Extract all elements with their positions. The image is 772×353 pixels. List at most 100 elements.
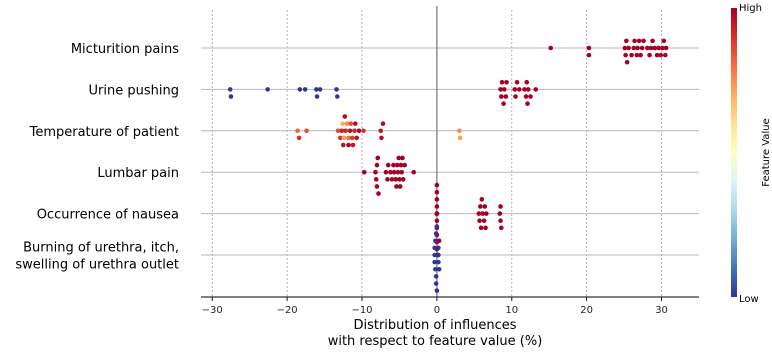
- data-point: [623, 52, 628, 58]
- data-point: [586, 52, 592, 58]
- data-point: [663, 45, 669, 51]
- colorbar: High Low Feature Value: [731, 3, 772, 305]
- data-point: [477, 218, 482, 224]
- data-point: [400, 155, 405, 161]
- data-point: [624, 38, 629, 44]
- data-point: [342, 114, 348, 119]
- data-point: [635, 45, 640, 51]
- x-axis-title-line1: Distribution of influences: [353, 318, 516, 333]
- data-point: [523, 94, 529, 99]
- data-point: [498, 225, 504, 231]
- data-point: [436, 238, 442, 244]
- data-point: [434, 204, 440, 209]
- data-point: [634, 52, 640, 58]
- colorbar-gradient: [731, 8, 737, 297]
- data-point: [514, 79, 520, 85]
- data-point: [265, 87, 270, 92]
- data-point: [512, 87, 518, 92]
- data-point: [658, 52, 664, 58]
- data-point: [397, 177, 402, 182]
- data-point: [383, 169, 389, 175]
- data-point: [516, 87, 522, 92]
- data-point: [497, 211, 503, 216]
- data-point: [498, 94, 504, 99]
- colorbar-title: Feature Value: [761, 118, 772, 186]
- data-point: [624, 59, 630, 65]
- data-point: [484, 211, 489, 216]
- data-point: [394, 184, 399, 189]
- x-axis: −30 −20 −10 0 10 20 30: [201, 296, 699, 316]
- data-point: [478, 225, 484, 231]
- data-point: [340, 121, 345, 126]
- data-point: [650, 38, 655, 44]
- data-point: [361, 128, 366, 134]
- data-point: [314, 94, 320, 99]
- data-point: [434, 211, 440, 216]
- data-point: [434, 288, 440, 293]
- data-point: [548, 45, 554, 51]
- data-point: [295, 128, 300, 134]
- data-point: [227, 87, 233, 92]
- data-point: [352, 121, 358, 126]
- x-tick-label: −10: [351, 305, 372, 316]
- data-point: [380, 121, 386, 126]
- data-point: [638, 52, 643, 58]
- data-point: [499, 79, 505, 85]
- data-point: [436, 266, 442, 272]
- colorbar-high-label: High: [739, 3, 762, 14]
- data-point: [632, 38, 637, 44]
- data-point: [434, 224, 440, 229]
- data-point: [337, 135, 343, 141]
- data-point: [639, 45, 645, 51]
- data-point: [513, 94, 518, 99]
- data-point: [343, 128, 348, 134]
- data-point: [481, 218, 487, 224]
- data-point: [660, 45, 665, 51]
- data-point: [433, 281, 439, 286]
- feature-row-lines: [201, 47, 699, 256]
- data-point: [522, 87, 527, 92]
- data-point: [525, 87, 531, 92]
- data-point: [347, 128, 353, 134]
- data-point: [622, 45, 628, 51]
- data-point: [389, 177, 395, 182]
- data-point: [346, 135, 351, 141]
- data-point: [478, 204, 483, 209]
- data-point: [349, 135, 355, 141]
- data-point: [385, 162, 391, 168]
- data-point: [482, 204, 488, 209]
- data-point: [334, 94, 340, 99]
- data-point: [361, 169, 367, 175]
- data-point: [663, 52, 668, 58]
- data-point: [348, 121, 354, 126]
- data-point: [393, 177, 399, 182]
- data-point: [304, 128, 309, 134]
- data-point: [661, 38, 667, 44]
- data-point: [385, 177, 390, 182]
- data-point: [340, 142, 346, 148]
- data-point: [498, 204, 503, 209]
- data-point: [436, 259, 441, 265]
- data-point: [434, 182, 440, 188]
- data-point: [354, 135, 360, 141]
- data-point: [344, 121, 350, 126]
- data-point: [379, 135, 384, 141]
- data-point: [391, 162, 396, 168]
- feature-label: Lumbar pain: [97, 166, 179, 181]
- data-point: [645, 45, 650, 51]
- data-point: [434, 197, 440, 202]
- x-tick-label: 10: [505, 305, 518, 316]
- data-point: [334, 87, 339, 92]
- data-point: [339, 128, 345, 134]
- data-point: [374, 184, 380, 189]
- data-point: [641, 38, 646, 44]
- feature-label: Urine pushing: [89, 83, 179, 98]
- data-point: [480, 211, 485, 216]
- data-point: [654, 52, 660, 58]
- data-point: [432, 245, 437, 251]
- feature-label: Micturition pains: [71, 42, 179, 57]
- data-point: [626, 45, 631, 51]
- data-point: [296, 135, 302, 141]
- x-tick-label: 30: [655, 305, 668, 316]
